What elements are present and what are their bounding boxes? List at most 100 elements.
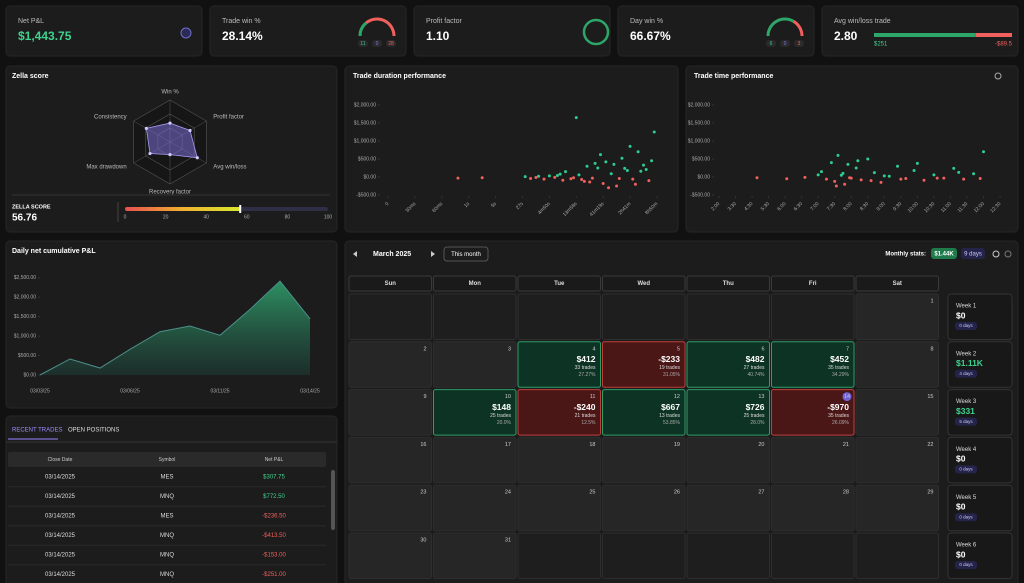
scatter-point bbox=[547, 174, 551, 178]
day-cell[interactable] bbox=[433, 436, 517, 484]
day-cell[interactable] bbox=[433, 532, 517, 579]
td: 03/14/2025 bbox=[45, 553, 76, 559]
week-days-pill bbox=[955, 513, 977, 522]
week-days-pill bbox=[955, 561, 977, 569]
day-number: 5 bbox=[677, 346, 680, 352]
day-cell[interactable] bbox=[602, 341, 686, 388]
ring bbox=[582, 18, 610, 46]
scatter-point bbox=[957, 170, 961, 174]
scatter-point bbox=[644, 167, 648, 171]
day-cell[interactable] bbox=[855, 436, 939, 484]
day-cell[interactable] bbox=[771, 484, 855, 532]
scatter-point bbox=[620, 156, 624, 160]
day-cell[interactable] bbox=[517, 293, 601, 340]
day-cell[interactable] bbox=[602, 532, 686, 579]
day-cell[interactable] bbox=[348, 293, 432, 340]
scatter-point bbox=[854, 166, 858, 170]
gauge-pill bbox=[372, 40, 382, 47]
day-cell[interactable] bbox=[771, 389, 855, 436]
score-value: 56.76 bbox=[12, 213, 37, 224]
x-tick-label: 03/11/25 bbox=[210, 388, 229, 394]
day-cell[interactable] bbox=[517, 532, 601, 579]
td: MNQ bbox=[160, 572, 174, 578]
card-title: Trade time performance bbox=[694, 73, 773, 80]
weekday-header bbox=[855, 275, 939, 292]
day-cell[interactable] bbox=[517, 341, 601, 388]
day-cell[interactable] bbox=[855, 293, 939, 340]
tab[interactable]: OPEN POSITIONS bbox=[68, 428, 119, 434]
today-badge bbox=[842, 392, 852, 402]
day-number: 6 bbox=[761, 346, 764, 352]
scatter-point bbox=[553, 175, 557, 179]
day-cell[interactable] bbox=[602, 484, 686, 532]
day-number: 11 bbox=[590, 394, 596, 400]
stat-value: 1.10 bbox=[426, 29, 450, 43]
y-tick-label: $1,000.00 bbox=[354, 138, 376, 144]
day-cell[interactable] bbox=[348, 532, 432, 579]
day-cell[interactable] bbox=[771, 293, 855, 340]
day-cell[interactable] bbox=[348, 341, 432, 388]
day-cell[interactable] bbox=[855, 532, 939, 579]
scatter-point bbox=[564, 170, 568, 174]
day-cell[interactable] bbox=[433, 484, 517, 532]
radar-label: Consistency bbox=[94, 115, 127, 121]
day-cell[interactable] bbox=[348, 436, 432, 484]
score-tick: 20 bbox=[163, 214, 169, 220]
day-cell[interactable] bbox=[602, 293, 686, 340]
day-cell[interactable] bbox=[686, 293, 770, 340]
day-cell[interactable] bbox=[602, 436, 686, 484]
day-number: 30 bbox=[420, 537, 426, 543]
next[interactable] bbox=[431, 251, 435, 257]
button[interactable] bbox=[443, 246, 489, 262]
day-cell[interactable] bbox=[686, 484, 770, 532]
day-cell[interactable] bbox=[686, 436, 770, 484]
day-cell[interactable] bbox=[433, 293, 517, 340]
day-number: 13 bbox=[758, 394, 764, 400]
day-cell[interactable] bbox=[686, 341, 770, 388]
day-pnl: -$240 bbox=[574, 402, 596, 412]
scatter-point bbox=[872, 171, 876, 175]
day-cell[interactable] bbox=[855, 484, 939, 532]
radar-point bbox=[148, 151, 152, 156]
day-cell[interactable] bbox=[433, 341, 517, 388]
stat-value: $1,443.75 bbox=[18, 29, 72, 43]
gauge-pill bbox=[358, 40, 368, 47]
settings-icon[interactable] bbox=[994, 72, 1002, 80]
loss-label: -$89.5 bbox=[995, 42, 1013, 48]
button-label[interactable]: This month bbox=[451, 252, 481, 258]
day-number: 26 bbox=[674, 490, 680, 496]
score-tick: 100 bbox=[324, 214, 333, 220]
week-value: $0 bbox=[956, 310, 966, 320]
scatter-point bbox=[561, 178, 565, 182]
stat-label: Profit factor bbox=[426, 18, 462, 25]
day-cell[interactable] bbox=[771, 532, 855, 579]
day-number: 4 bbox=[592, 346, 595, 352]
day-cell[interactable] bbox=[771, 341, 855, 388]
td: MNQ bbox=[160, 553, 174, 559]
gauge-pill bbox=[794, 40, 804, 47]
day-cell[interactable] bbox=[517, 389, 601, 436]
day-pnl: $452 bbox=[830, 354, 849, 364]
tab[interactable]: RECENT TRADES bbox=[12, 428, 62, 434]
day-cell[interactable] bbox=[686, 389, 770, 436]
stat-label: Net P&L bbox=[18, 18, 44, 25]
scatter-point bbox=[846, 162, 850, 166]
day-cell[interactable] bbox=[348, 484, 432, 532]
day-cell[interactable] bbox=[855, 389, 939, 436]
scatter-point bbox=[841, 171, 845, 175]
week-label: Week 2 bbox=[956, 351, 977, 357]
day-cell[interactable] bbox=[517, 436, 601, 484]
day-cell[interactable] bbox=[517, 484, 601, 532]
scatter-point bbox=[585, 164, 589, 168]
day-cell[interactable] bbox=[433, 389, 517, 436]
day-cell[interactable] bbox=[686, 532, 770, 579]
prev[interactable] bbox=[353, 251, 357, 257]
day-cell[interactable] bbox=[855, 341, 939, 388]
day-cell[interactable] bbox=[602, 389, 686, 436]
day-cell[interactable] bbox=[771, 436, 855, 484]
weekday-header bbox=[433, 275, 517, 292]
day-cell[interactable] bbox=[348, 389, 432, 436]
settings-icon[interactable] bbox=[992, 250, 1000, 258]
x-tick-label: 2:00 bbox=[710, 201, 721, 212]
td: -$413.50 bbox=[262, 533, 286, 539]
